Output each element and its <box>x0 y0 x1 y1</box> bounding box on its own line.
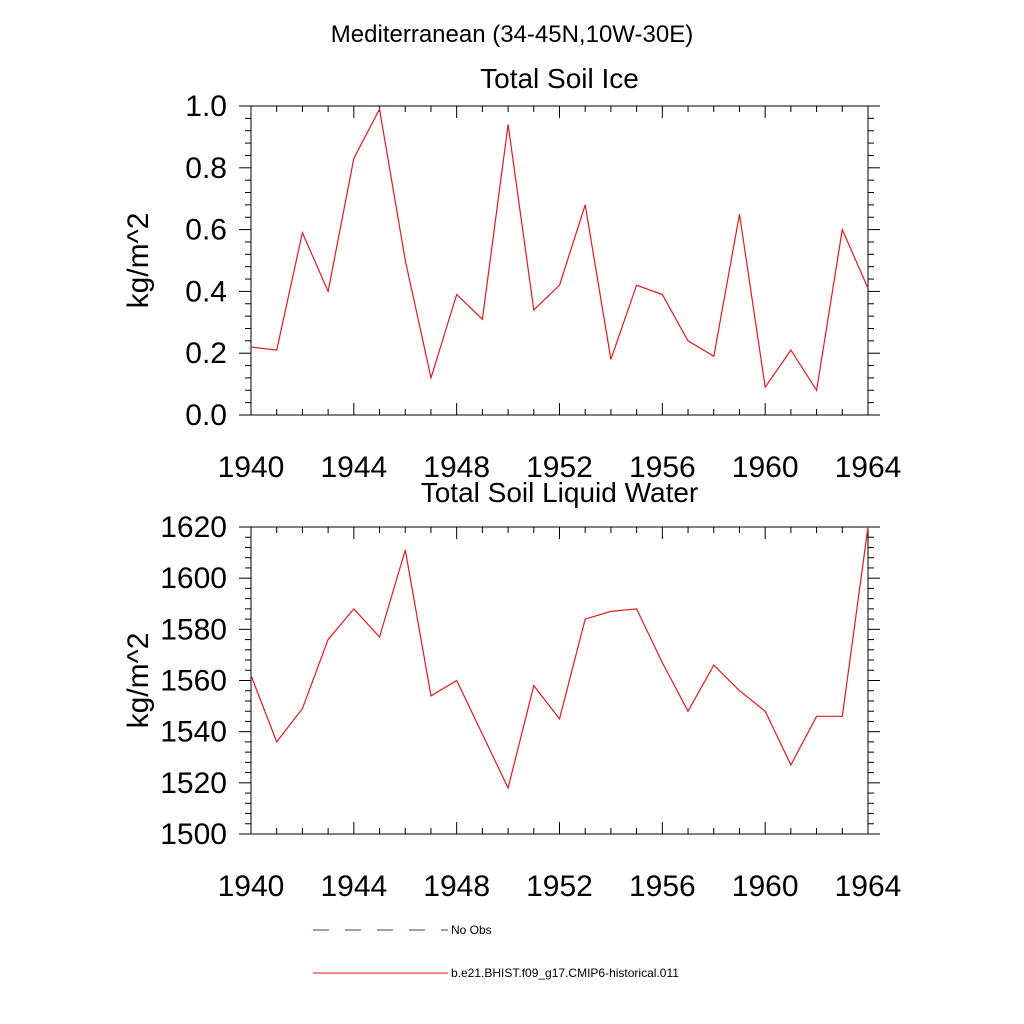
x-tick-label: 1956 <box>629 451 696 484</box>
x-tick-label: 1940 <box>218 451 285 484</box>
x-tick-label: 1956 <box>629 870 696 903</box>
panel-total-soil-ice: Total Soil Ice kg/m^2 1940 1944 1948 1952 1956… <box>122 63 901 484</box>
series-line <box>250 107 869 392</box>
series-line <box>250 526 869 790</box>
panel-total-soil-liquid-water: Total Soil Liquid Water kg/m^2 1940 1944 194… <box>122 477 901 903</box>
y-tick-label: 1580 <box>160 613 227 646</box>
y-tick-label: 1.0 <box>185 90 227 123</box>
x-tick-label: 1944 <box>320 870 387 903</box>
y-tick-label: 1560 <box>160 665 227 698</box>
x-tick-label: 1952 <box>526 870 593 903</box>
panel-title: Total Soil Ice <box>480 63 639 94</box>
x-tick-label: 1940 <box>218 870 285 903</box>
y-axis-label: kg/m^2 <box>122 633 155 729</box>
y-tick-label: 0.4 <box>185 275 227 308</box>
y-tick-label: 1600 <box>160 562 227 595</box>
y-tick-label: 1620 <box>160 511 227 544</box>
y-tick-label: 1540 <box>160 716 227 749</box>
y-axis-label: kg/m^2 <box>122 213 155 309</box>
panel-title: Total Soil Liquid Water <box>421 477 699 508</box>
x-tick-label: 1948 <box>423 451 490 484</box>
y-tick-label: 0.0 <box>185 399 227 432</box>
plot-frame <box>250 526 869 835</box>
legend: No Obs b.e21.BHIST.f09_g17.CMIP6-histori… <box>313 923 679 980</box>
figure-title: Mediterranean (34-45N,10W-30E) <box>331 21 693 48</box>
y-tick-label: 0.8 <box>185 152 227 185</box>
x-tick-label: 1964 <box>835 870 902 903</box>
x-tick-label: 1944 <box>320 451 387 484</box>
x-tick-label: 1964 <box>835 451 902 484</box>
y-tick-label: 0.6 <box>185 214 227 247</box>
legend-label-model: b.e21.BHIST.f09_g17.CMIP6-historical.011 <box>451 966 679 980</box>
y-tick-label: 1520 <box>160 767 227 800</box>
y-tick-label: 1500 <box>160 818 227 851</box>
x-tick-label: 1952 <box>526 451 593 484</box>
legend-label-no-obs: No Obs <box>451 923 492 937</box>
x-tick-label: 1948 <box>423 870 490 903</box>
plot-frame <box>250 105 869 416</box>
y-tick-label: 0.2 <box>185 337 227 370</box>
x-tick-label: 1960 <box>732 870 799 903</box>
x-tick-label: 1960 <box>732 451 799 484</box>
